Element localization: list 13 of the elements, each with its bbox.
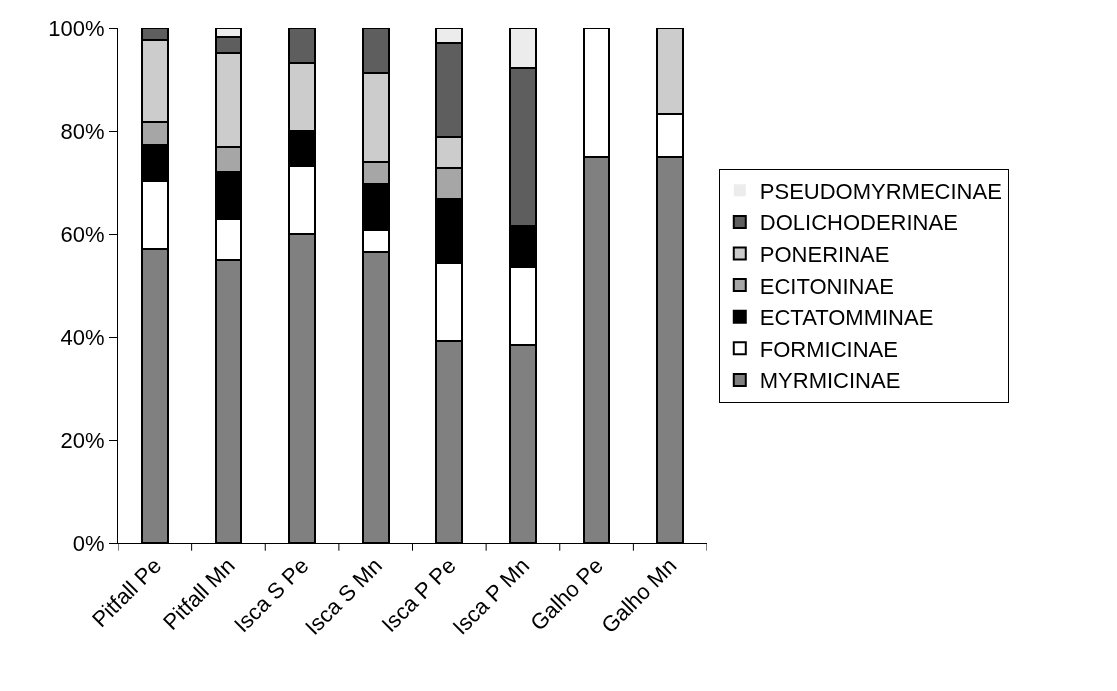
legend-label: DOLICHODERINAE bbox=[759, 210, 958, 236]
legend-label: PSEUDOMYRMECINAE bbox=[759, 178, 1002, 204]
legend-label: ECITONINAE bbox=[759, 273, 894, 299]
legend-label: PONERINAE bbox=[759, 242, 890, 268]
y-tick-label: 80% bbox=[60, 118, 105, 144]
y-tick-label: 60% bbox=[60, 221, 105, 247]
legend-label: FORMICINAE bbox=[759, 336, 898, 362]
legend-label: MYRMICINAE bbox=[759, 368, 901, 394]
y-tick-label: 20% bbox=[60, 427, 105, 453]
y-tick-label: 100% bbox=[48, 15, 105, 41]
legend-label: ECTATOMMINAE bbox=[759, 305, 934, 331]
y-tick-label: 40% bbox=[60, 324, 105, 350]
y-tick-label: 0% bbox=[72, 530, 105, 556]
